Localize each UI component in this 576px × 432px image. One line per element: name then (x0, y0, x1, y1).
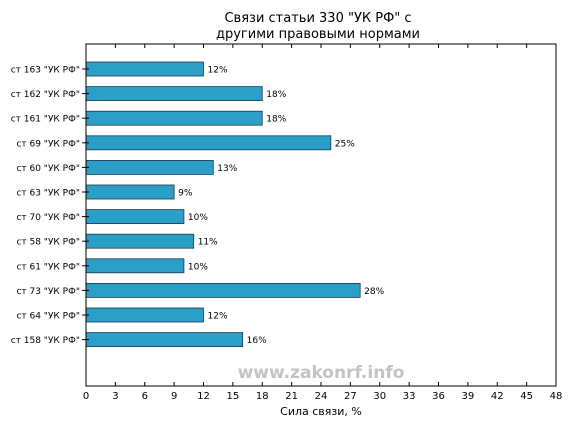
bar-value-label: 10% (188, 213, 208, 223)
x-tick-label: 6 (142, 391, 148, 402)
bar (85, 258, 185, 274)
x-tick-label: 21 (285, 391, 298, 402)
chart-title-line-1: Связи статьи 330 "УК РФ" с (224, 11, 411, 26)
category-label: ст 69 "УК РФ" (16, 139, 80, 149)
bar-value-label: 9% (178, 189, 193, 199)
category-label: ст 61 "УК РФ" (16, 262, 80, 272)
category-label: ст 161 "УК РФ" (11, 115, 80, 125)
x-tick-label: 18 (256, 391, 269, 402)
bars-group: 12% 18% 18% 25% 13% 9% 10% 11% 10% 28% 12% 16% (85, 61, 385, 348)
bar-value-label: 25% (335, 139, 355, 149)
category-label: ст 64 "УК РФ" (16, 312, 80, 322)
x-tick-label: 39 (462, 391, 475, 402)
bar (85, 86, 263, 101)
x-tick-label: 33 (403, 391, 416, 402)
x-axis-title: Сила связи, % (280, 405, 362, 418)
category-label: ст 58 "УК РФ" (16, 238, 80, 248)
bar-value-label: 13% (217, 164, 237, 174)
x-tick-label: 27 (344, 391, 357, 402)
x-tick-label: 0 (83, 391, 89, 402)
bar (85, 184, 175, 200)
category-label: ст 60 "УК РФ" (16, 164, 80, 174)
category-label: ст 63 "УК РФ" (16, 189, 80, 199)
bar (85, 110, 263, 126)
watermark: www.zakonrf.info (238, 363, 405, 383)
category-label: ст 162 "УК РФ" (11, 90, 80, 100)
x-tick-label: 3 (112, 391, 118, 402)
plot-frame (85, 43, 557, 387)
bar (85, 282, 361, 298)
bar-value-label: 11% (198, 238, 218, 248)
bar-value-label: 28% (364, 287, 384, 297)
x-tick-label: 30 (373, 391, 386, 402)
bar (85, 135, 332, 151)
chart-title-line-2: другими правовыми нормами (216, 27, 420, 42)
x-tick-label: 24 (315, 391, 328, 402)
bar (85, 233, 195, 249)
category-label: ст 158 "УК РФ" (11, 336, 80, 346)
category-labels-group: ст 163 "УК РФ" ст 162 "УК РФ" ст 161 "УК Р… (11, 66, 89, 346)
x-tick-label: 42 (491, 391, 504, 402)
bar-value-label: 18% (266, 115, 286, 125)
category-label: ст 70 "УК РФ" (16, 213, 80, 223)
bar-value-label: 12% (208, 66, 228, 76)
bar (85, 209, 185, 225)
bar (85, 159, 214, 175)
category-label: ст 163 "УК РФ" (11, 66, 80, 76)
bar (85, 307, 204, 323)
x-tick-label: 15 (227, 391, 240, 402)
bar-value-label: 12% (208, 312, 228, 322)
x-tick-label: 12 (197, 391, 210, 402)
x-tick-label: 9 (171, 391, 177, 402)
x-tick-label: 48 (550, 391, 563, 402)
bar-value-label: 18% (266, 90, 286, 100)
bar (85, 61, 204, 77)
bar (85, 332, 244, 348)
category-label: ст 73 "УК РФ" (16, 287, 80, 297)
bar-value-label: 10% (188, 262, 208, 272)
bar-value-label: 16% (247, 336, 267, 346)
x-tick-label: 45 (520, 391, 533, 402)
x-tick-label: 36 (432, 391, 445, 402)
